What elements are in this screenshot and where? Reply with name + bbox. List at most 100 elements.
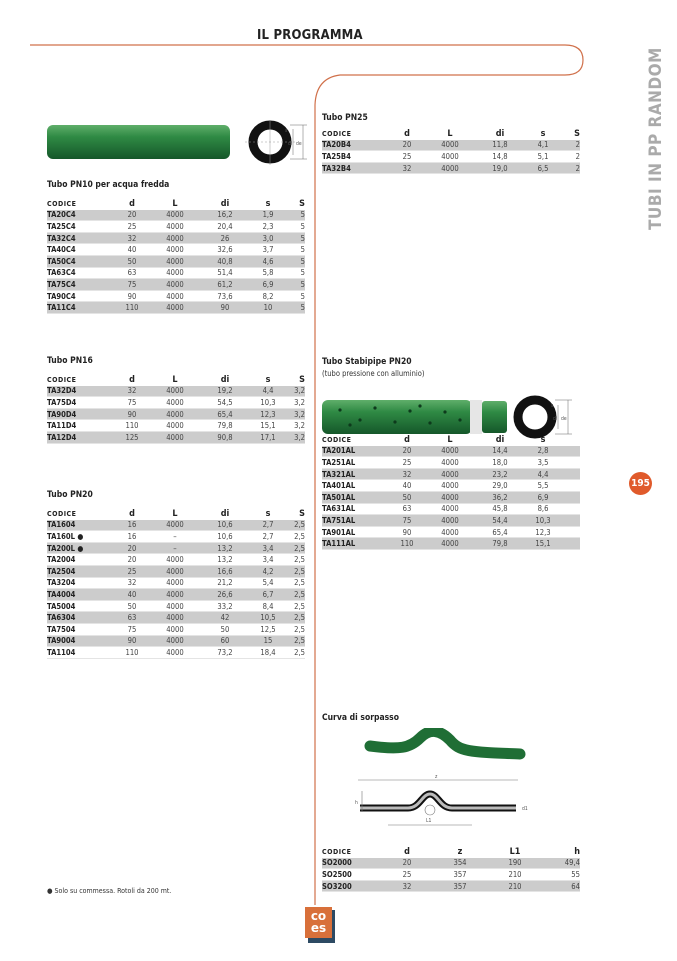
table-cell: 25 bbox=[402, 457, 412, 467]
table-cell: 4000 bbox=[166, 520, 184, 530]
table-row: TA501AL 50 4000 36,2 6,9 bbox=[322, 491, 580, 504]
table-cell: 5 bbox=[300, 233, 305, 243]
table-cell: 4000 bbox=[441, 539, 459, 549]
table-cell: TA32C4 bbox=[47, 233, 76, 243]
table-cell: 3,2 bbox=[294, 397, 305, 407]
table-cell: 6,7 bbox=[262, 589, 274, 599]
svg-text:d1: d1 bbox=[522, 806, 528, 812]
table-cell: 210 bbox=[508, 881, 522, 891]
table-cell: 45,8 bbox=[492, 504, 508, 514]
table-cell: 18,0 bbox=[492, 457, 508, 467]
table-cell: 11,8 bbox=[492, 140, 508, 150]
table-cell: 4000 bbox=[441, 163, 459, 173]
table-cell: 4000 bbox=[166, 589, 184, 599]
column-header: L bbox=[172, 374, 178, 385]
table-cell: 10,3 bbox=[260, 397, 276, 407]
table-cell: 10,6 bbox=[217, 520, 233, 530]
coes-logo: co es bbox=[305, 907, 335, 943]
table-cell: 110 bbox=[400, 539, 414, 549]
table-cell: 210 bbox=[508, 869, 522, 879]
column-header: CODICE bbox=[322, 435, 352, 444]
table-row: TA2004 20 4000 13,2 3,4 2,5 bbox=[47, 554, 305, 566]
table-cell: TA201AL bbox=[322, 446, 356, 456]
table-row: TA2504 25 4000 16,6 4,2 2,5 bbox=[47, 565, 305, 578]
table-cell: 64 bbox=[571, 881, 580, 891]
table-cell: 79,8 bbox=[217, 421, 233, 431]
table-cell: TA1104 bbox=[47, 647, 76, 657]
table-cell: SO3200 bbox=[322, 881, 352, 891]
page-title: IL PROGRAMMA bbox=[257, 28, 363, 43]
table-row: TA111AL 110 4000 79,8 15,1 bbox=[322, 538, 580, 550]
table-cell: – bbox=[173, 531, 177, 541]
column-header: CODICE bbox=[322, 847, 352, 856]
table-cell: 13,2 bbox=[217, 555, 233, 565]
table-header: CODICE d z L1 h bbox=[322, 846, 580, 858]
table-cell: 32 bbox=[127, 386, 137, 396]
column-header: s bbox=[540, 434, 546, 445]
table-cell: 25 bbox=[402, 869, 412, 879]
table-cell: TA4004 bbox=[47, 589, 76, 599]
table-cell: 3,5 bbox=[537, 457, 549, 467]
table-cell: 3,4 bbox=[262, 555, 274, 565]
table-cell: 20 bbox=[127, 210, 137, 220]
table-cell: 3,7 bbox=[262, 245, 274, 255]
table-cell: TA631AL bbox=[322, 504, 356, 514]
table-cell: 5 bbox=[300, 256, 305, 266]
table-cell: 357 bbox=[453, 869, 467, 879]
table-cell: 25 bbox=[127, 566, 137, 576]
column-header: s bbox=[265, 374, 271, 385]
table-cell: 2,5 bbox=[294, 647, 305, 657]
column-header: h bbox=[574, 846, 580, 857]
table-cell: 2,7 bbox=[262, 531, 274, 541]
table-row: SO2500 25 357 210 55 bbox=[322, 869, 580, 881]
column-header: L bbox=[447, 128, 453, 139]
table-cell: 4000 bbox=[441, 457, 459, 467]
table-cell: 3,4 bbox=[262, 543, 274, 553]
column-header: d bbox=[404, 846, 410, 857]
column-header: S bbox=[299, 508, 305, 519]
table-cell: 8,2 bbox=[262, 291, 274, 301]
table-cell: – bbox=[173, 543, 177, 553]
svg-text:L1: L1 bbox=[426, 818, 432, 824]
table-row: TA11C4 110 4000 90 10 5 bbox=[47, 302, 305, 314]
table-cell: 4000 bbox=[166, 221, 184, 231]
table-cell: 26,6 bbox=[217, 589, 233, 599]
table-cell: TA6304 bbox=[47, 613, 76, 623]
table-cell: TA5004 bbox=[47, 601, 76, 611]
table-row: TA3204 32 4000 21,2 5,4 2,5 bbox=[47, 578, 305, 590]
table-cell: 40 bbox=[402, 481, 412, 491]
table-row: TA12D4 125 4000 90,8 17,1 3,2 bbox=[47, 431, 305, 444]
table-cell: 8,4 bbox=[262, 601, 274, 611]
section-title: Tubo PN10 per acqua fredda bbox=[47, 180, 170, 190]
table-cell: 4000 bbox=[166, 245, 184, 255]
table-cell: 63 bbox=[402, 504, 412, 514]
table-cell: 4000 bbox=[441, 515, 459, 525]
table-row: TA32C4 32 4000 26 3,0 5 bbox=[47, 232, 305, 245]
table-cell: 15,1 bbox=[260, 421, 276, 431]
footnote: ● Solo su commessa. Rotoli da 200 mt. bbox=[47, 887, 172, 895]
table-cell: 54,4 bbox=[492, 515, 508, 525]
table-cell: 16,2 bbox=[217, 210, 233, 220]
table-cell: TA401AL bbox=[322, 481, 356, 491]
table-cell: 55 bbox=[571, 869, 580, 879]
pipe-pn10-image: di de s bbox=[47, 120, 307, 165]
table-cell: 6,5 bbox=[537, 163, 549, 173]
table-cell: 4000 bbox=[166, 256, 184, 266]
table-cell: 2,5 bbox=[294, 543, 305, 553]
table-cell: 4000 bbox=[166, 397, 184, 407]
column-header: S bbox=[299, 198, 305, 209]
svg-text:z: z bbox=[435, 774, 438, 780]
table-row: TA7504 75 4000 50 12,5 2,5 bbox=[47, 624, 305, 636]
table-cell: 50 bbox=[220, 624, 230, 634]
table-cell: SO2000 bbox=[322, 858, 352, 868]
table-cell: 5,5 bbox=[537, 481, 549, 491]
table-cell: 2,5 bbox=[294, 601, 305, 611]
table-cell: 50 bbox=[127, 601, 137, 611]
